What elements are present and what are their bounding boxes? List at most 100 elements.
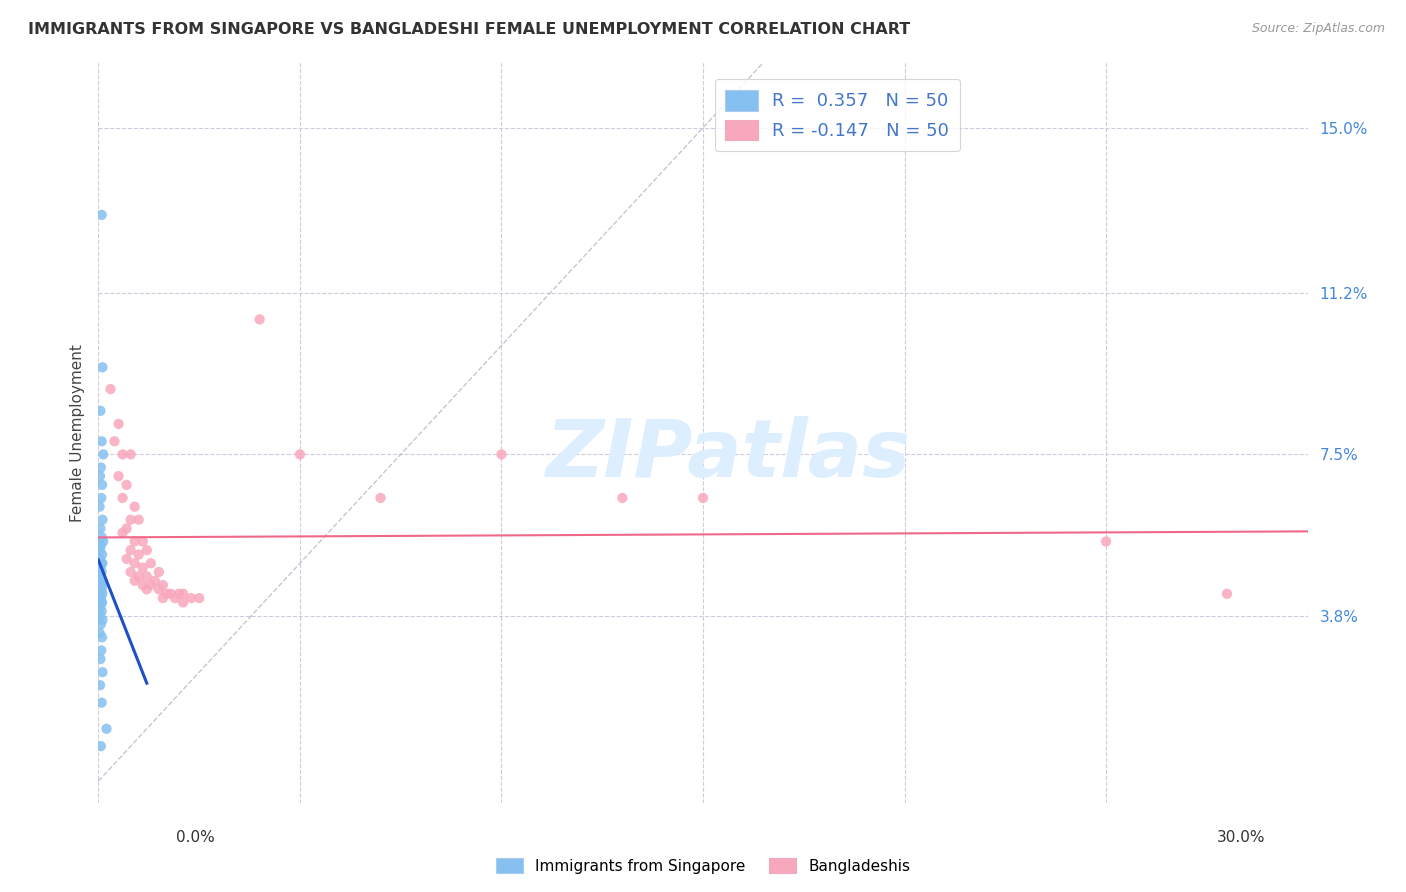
Point xyxy=(91,595,114,609)
Point xyxy=(91,630,114,644)
Point xyxy=(90,460,112,475)
Point xyxy=(90,530,112,544)
Point xyxy=(90,434,112,449)
Point xyxy=(103,434,125,449)
Text: IMMIGRANTS FROM SINGAPORE VS BANGLADESHI FEMALE UNEMPLOYMENT CORRELATION CHART: IMMIGRANTS FROM SINGAPORE VS BANGLADESHI… xyxy=(28,22,910,37)
Point xyxy=(120,447,142,461)
Point xyxy=(90,739,112,754)
Point xyxy=(89,626,111,640)
Point xyxy=(288,447,311,461)
Point xyxy=(96,722,118,736)
Point xyxy=(90,491,112,505)
Point xyxy=(132,534,155,549)
Point xyxy=(90,696,112,710)
Point xyxy=(115,478,138,492)
Point xyxy=(167,587,190,601)
Point xyxy=(128,513,150,527)
Text: Source: ZipAtlas.com: Source: ZipAtlas.com xyxy=(1251,22,1385,36)
Point xyxy=(89,582,111,597)
Point xyxy=(135,569,157,583)
Point xyxy=(89,608,111,623)
Point xyxy=(91,534,114,549)
Point xyxy=(163,591,186,606)
Point xyxy=(132,578,155,592)
Point xyxy=(152,591,174,606)
Text: 30.0%: 30.0% xyxy=(1218,830,1265,845)
Point xyxy=(115,521,138,535)
Text: ZIPatlas: ZIPatlas xyxy=(544,416,910,494)
Point xyxy=(160,587,183,601)
Point xyxy=(89,500,111,514)
Point xyxy=(491,447,513,461)
Point xyxy=(89,587,111,601)
Point xyxy=(107,469,129,483)
Point xyxy=(111,525,134,540)
Point xyxy=(152,578,174,592)
Legend: Immigrants from Singapore, Bangladeshis: Immigrants from Singapore, Bangladeshis xyxy=(489,852,917,880)
Point xyxy=(132,560,155,574)
Y-axis label: Female Unemployment: Female Unemployment xyxy=(69,343,84,522)
Point xyxy=(180,591,202,606)
Point xyxy=(89,560,111,574)
Point xyxy=(120,565,142,579)
Point xyxy=(111,447,134,461)
Point xyxy=(89,521,111,535)
Point xyxy=(370,491,392,505)
Point xyxy=(90,643,112,657)
Point xyxy=(120,543,142,558)
Point xyxy=(156,587,179,601)
Point xyxy=(90,578,112,592)
Point xyxy=(91,447,114,461)
Point xyxy=(124,500,146,514)
Point xyxy=(90,591,112,606)
Point xyxy=(89,591,111,606)
Point xyxy=(120,513,142,527)
Point xyxy=(91,574,114,588)
Point xyxy=(172,595,194,609)
Point xyxy=(1216,587,1239,601)
Legend: R =  0.357   N = 50, R = -0.147   N = 50: R = 0.357 N = 50, R = -0.147 N = 50 xyxy=(714,78,960,152)
Point xyxy=(90,569,112,583)
Point xyxy=(100,382,122,396)
Point xyxy=(91,548,114,562)
Point xyxy=(115,552,138,566)
Point xyxy=(1095,534,1118,549)
Point xyxy=(148,582,170,597)
Point xyxy=(90,556,112,570)
Point xyxy=(89,569,111,583)
Point xyxy=(612,491,634,505)
Point xyxy=(148,565,170,579)
Text: 0.0%: 0.0% xyxy=(176,830,215,845)
Point xyxy=(91,613,114,627)
Point xyxy=(89,678,111,692)
Point xyxy=(91,478,114,492)
Point xyxy=(135,582,157,597)
Point xyxy=(91,578,114,592)
Point xyxy=(124,574,146,588)
Point xyxy=(111,491,134,505)
Point xyxy=(107,417,129,431)
Point xyxy=(143,574,166,588)
Point xyxy=(188,591,211,606)
Point xyxy=(91,513,114,527)
Point xyxy=(135,543,157,558)
Point xyxy=(90,539,112,553)
Point xyxy=(90,604,112,618)
Point xyxy=(91,665,114,680)
Point xyxy=(89,574,111,588)
Point xyxy=(89,552,111,566)
Point xyxy=(90,617,112,632)
Point xyxy=(172,587,194,601)
Point xyxy=(90,565,112,579)
Point xyxy=(124,556,146,570)
Point xyxy=(91,587,114,601)
Point xyxy=(89,652,111,666)
Point xyxy=(89,469,111,483)
Point xyxy=(90,582,112,597)
Point xyxy=(128,548,150,562)
Point xyxy=(89,543,111,558)
Point xyxy=(91,360,114,375)
Point xyxy=(139,578,162,592)
Point xyxy=(91,556,114,570)
Point xyxy=(249,312,271,326)
